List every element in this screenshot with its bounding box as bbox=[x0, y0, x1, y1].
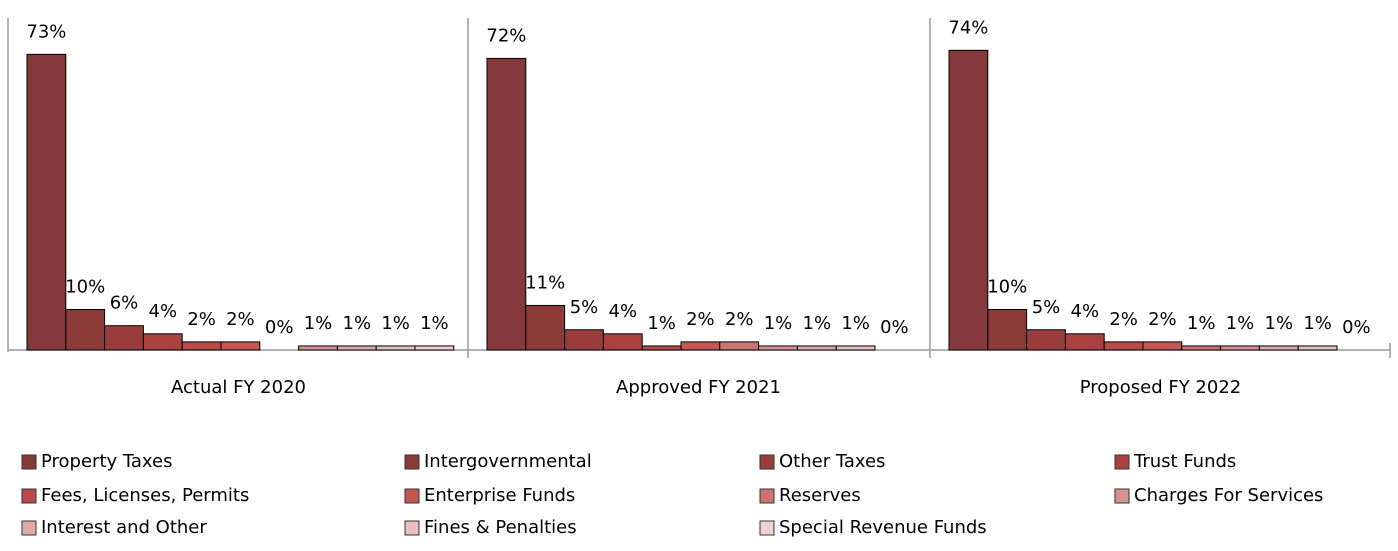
legend-swatch bbox=[759, 520, 775, 536]
data-label: 1% bbox=[381, 313, 410, 334]
data-label: 1% bbox=[1303, 313, 1332, 334]
data-label: 1% bbox=[1265, 313, 1294, 334]
legend-label: Enterprise Funds bbox=[424, 485, 575, 506]
data-label: 2% bbox=[187, 309, 216, 330]
data-label: 1% bbox=[1226, 313, 1255, 334]
bar bbox=[1220, 345, 1260, 351]
data-label: 1% bbox=[343, 313, 372, 334]
data-label: 2% bbox=[1148, 309, 1177, 330]
data-label: 1% bbox=[764, 313, 793, 334]
data-label: 72% bbox=[486, 25, 526, 46]
bar bbox=[375, 345, 416, 351]
x-tick-label: Proposed FY 2022 bbox=[1080, 377, 1241, 398]
data-label: 0% bbox=[265, 317, 294, 338]
bar bbox=[26, 53, 67, 351]
bar bbox=[486, 57, 527, 351]
legend-label: Charges For Services bbox=[1134, 485, 1323, 506]
data-label: 0% bbox=[1342, 317, 1371, 338]
bar bbox=[1181, 345, 1222, 351]
data-label: 74% bbox=[948, 17, 988, 38]
data-label: 2% bbox=[686, 309, 715, 330]
bar bbox=[1258, 345, 1299, 351]
legend-swatch bbox=[759, 454, 775, 470]
legend-label: Interest and Other bbox=[41, 517, 207, 538]
x-tick-label: Actual FY 2020 bbox=[171, 377, 306, 398]
bar bbox=[680, 341, 721, 351]
legend-swatch bbox=[404, 520, 420, 536]
bar bbox=[641, 345, 682, 351]
legend-swatch bbox=[759, 488, 775, 504]
legend-label: Trust Funds bbox=[1133, 451, 1236, 472]
data-label: 4% bbox=[149, 301, 178, 322]
bar bbox=[1142, 341, 1183, 351]
bar bbox=[298, 345, 338, 351]
data-label: 1% bbox=[304, 313, 333, 334]
data-label: 5% bbox=[570, 297, 599, 318]
data-label: 4% bbox=[1071, 301, 1100, 322]
bar bbox=[181, 341, 222, 351]
legend-swatch bbox=[404, 454, 420, 470]
legend-label: Property Taxes bbox=[41, 451, 172, 472]
data-label: 1% bbox=[841, 313, 870, 334]
legend-label: Reserves bbox=[779, 485, 861, 506]
bar bbox=[525, 304, 566, 351]
bar bbox=[719, 341, 760, 351]
legend-label: Special Revenue Funds bbox=[779, 517, 987, 538]
bar bbox=[948, 49, 989, 351]
legend-label: Other Taxes bbox=[779, 451, 885, 472]
legend-swatch bbox=[1114, 488, 1130, 504]
data-label: 0% bbox=[880, 317, 909, 338]
x-tick-label: Approved FY 2021 bbox=[616, 377, 781, 398]
bar bbox=[1026, 329, 1066, 351]
data-label: 6% bbox=[110, 293, 139, 314]
bar bbox=[336, 345, 377, 351]
data-label: 5% bbox=[1032, 297, 1061, 318]
bar bbox=[1297, 345, 1338, 351]
data-label: 1% bbox=[647, 313, 676, 334]
legend-swatch bbox=[21, 488, 37, 504]
bar bbox=[602, 333, 643, 351]
legend-swatch bbox=[1114, 454, 1130, 470]
data-label: 1% bbox=[420, 313, 449, 334]
legend-label: Fees, Licenses, Permits bbox=[41, 485, 249, 506]
data-label: 10% bbox=[987, 277, 1027, 298]
data-label: 10% bbox=[65, 277, 105, 298]
legend-swatch bbox=[404, 488, 420, 504]
legend-swatch bbox=[21, 520, 37, 536]
bar bbox=[835, 345, 876, 351]
data-label: 2% bbox=[725, 309, 754, 330]
legend-label: Intergovernmental bbox=[424, 451, 592, 472]
bar bbox=[220, 341, 261, 351]
bar bbox=[758, 345, 798, 351]
bar bbox=[796, 345, 837, 351]
bar bbox=[564, 329, 604, 351]
bar bbox=[1103, 341, 1144, 351]
bar bbox=[142, 333, 183, 351]
data-label: 1% bbox=[1187, 313, 1216, 334]
legend-label: Fines & Penalties bbox=[424, 517, 577, 538]
bar bbox=[65, 309, 106, 351]
legend-swatch bbox=[21, 454, 37, 470]
bar bbox=[1064, 333, 1105, 351]
bar bbox=[104, 325, 144, 351]
data-label: 2% bbox=[226, 309, 255, 330]
data-label: 1% bbox=[803, 313, 832, 334]
bar bbox=[987, 309, 1028, 351]
axes bbox=[7, 18, 1391, 358]
bar bbox=[414, 345, 455, 351]
data-label: 73% bbox=[26, 21, 66, 42]
data-label: 4% bbox=[609, 301, 638, 322]
data-label: 11% bbox=[525, 272, 565, 293]
data-label: 2% bbox=[1109, 309, 1138, 330]
